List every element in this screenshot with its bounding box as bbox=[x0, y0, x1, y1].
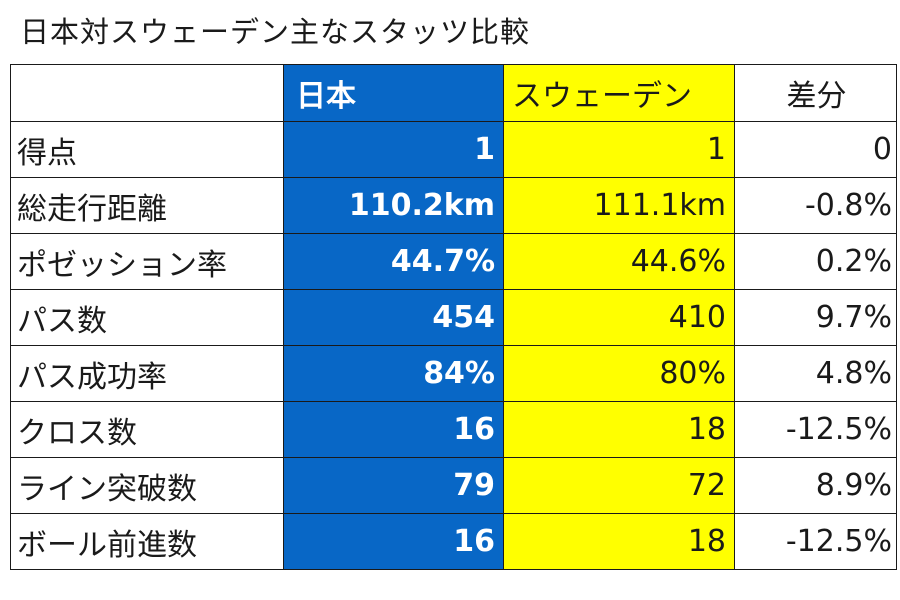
table-row: ボール前進数 16 18 -12.5% bbox=[10, 513, 897, 570]
japan-value-cell: 79 bbox=[283, 457, 504, 514]
table-row: クロス数 16 18 -12.5% bbox=[10, 401, 897, 458]
sweden-value-cell: 72 bbox=[503, 457, 735, 514]
stats-comparison-table: 日本 スウェーデン 差分 得点 1 1 0 総走行距離 110.2km 111.… bbox=[10, 64, 897, 570]
stat-label-cell: ポゼッション率 bbox=[10, 233, 284, 290]
stat-label-cell: ライン突破数 bbox=[10, 457, 284, 514]
japan-value-cell: 1 bbox=[283, 121, 504, 178]
page-title: 日本対スウェーデン主なスタッツ比較 bbox=[20, 15, 531, 49]
diff-value-cell: 9.7% bbox=[734, 289, 897, 346]
stat-label-cell: クロス数 bbox=[10, 401, 284, 458]
japan-value-cell: 110.2km bbox=[283, 177, 504, 234]
sweden-value-cell: 111.1km bbox=[503, 177, 735, 234]
stat-label-cell: 総走行距離 bbox=[10, 177, 284, 234]
table-row: パス成功率 84% 80% 4.8% bbox=[10, 345, 897, 402]
stat-label-cell: パス成功率 bbox=[10, 345, 284, 402]
header-label-cell bbox=[10, 64, 284, 122]
stat-label-cell: パス数 bbox=[10, 289, 284, 346]
diff-value-cell: 0.2% bbox=[734, 233, 897, 290]
header-sweden-cell: スウェーデン bbox=[503, 64, 735, 122]
japan-value-cell: 84% bbox=[283, 345, 504, 402]
header-diff-cell: 差分 bbox=[734, 64, 897, 122]
header-japan-cell: 日本 bbox=[283, 64, 504, 122]
stat-label-cell: ボール前進数 bbox=[10, 513, 284, 570]
sweden-value-cell: 44.6% bbox=[503, 233, 735, 290]
japan-value-cell: 16 bbox=[283, 513, 504, 570]
table-row: ライン突破数 79 72 8.9% bbox=[10, 457, 897, 514]
table-row: 総走行距離 110.2km 111.1km -0.8% bbox=[10, 177, 897, 234]
japan-value-cell: 454 bbox=[283, 289, 504, 346]
table-row: ポゼッション率 44.7% 44.6% 0.2% bbox=[10, 233, 897, 290]
sweden-value-cell: 80% bbox=[503, 345, 735, 402]
diff-value-cell: -12.5% bbox=[734, 401, 897, 458]
sweden-value-cell: 1 bbox=[503, 121, 735, 178]
japan-value-cell: 16 bbox=[283, 401, 504, 458]
diff-value-cell: -12.5% bbox=[734, 513, 897, 570]
table-row: パス数 454 410 9.7% bbox=[10, 289, 897, 346]
table-header-row: 日本 スウェーデン 差分 bbox=[10, 64, 897, 122]
sweden-value-cell: 18 bbox=[503, 401, 735, 458]
japan-value-cell: 44.7% bbox=[283, 233, 504, 290]
diff-value-cell: 8.9% bbox=[734, 457, 897, 514]
diff-value-cell: 0 bbox=[734, 121, 897, 178]
diff-value-cell: -0.8% bbox=[734, 177, 897, 234]
sweden-value-cell: 410 bbox=[503, 289, 735, 346]
diff-value-cell: 4.8% bbox=[734, 345, 897, 402]
stat-label-cell: 得点 bbox=[10, 121, 284, 178]
table-row: 得点 1 1 0 bbox=[10, 121, 897, 178]
sweden-value-cell: 18 bbox=[503, 513, 735, 570]
